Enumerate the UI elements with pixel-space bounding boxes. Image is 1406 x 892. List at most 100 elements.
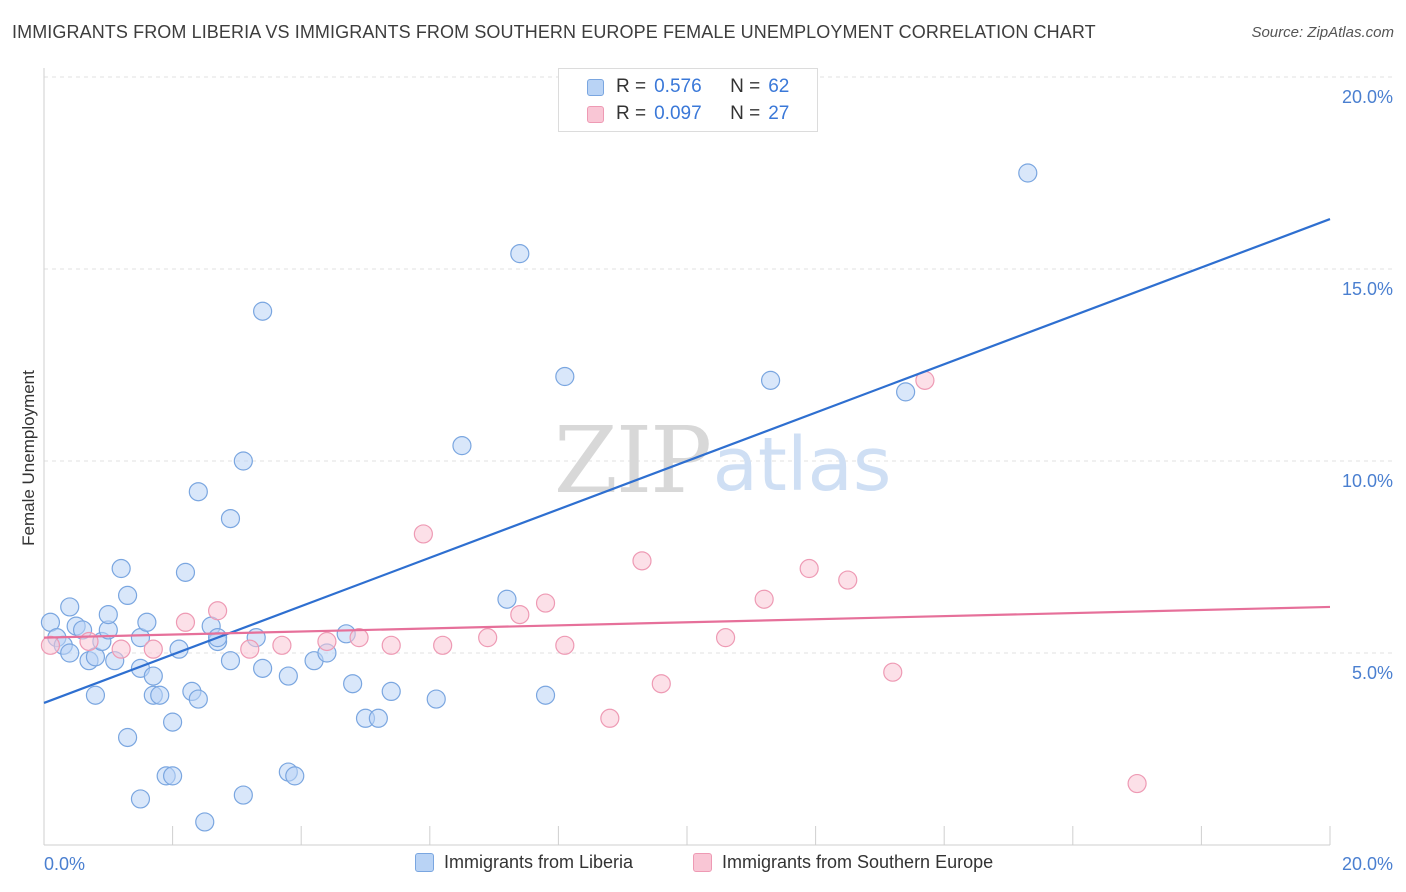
liberia-point <box>452 436 472 456</box>
legend-r-value: 0.576 <box>654 76 702 97</box>
y-axis-label: Female Unemployment <box>19 370 38 546</box>
southern-europe-point <box>272 635 292 655</box>
liberia-point <box>85 685 106 705</box>
liberia-point <box>163 712 183 732</box>
liberia-legend-icon <box>415 853 434 872</box>
source-label: Source: ZipAtlas.com <box>1251 24 1394 41</box>
liberia-point <box>220 508 241 529</box>
southern-europe-point <box>555 635 575 655</box>
legend-r-value: 0.097 <box>654 103 702 124</box>
liberia-point <box>117 727 138 748</box>
southern-europe-point <box>838 570 858 590</box>
liberia-point <box>233 785 253 805</box>
southern-europe-legend-icon <box>693 853 712 872</box>
y-tick-label: 20.0% <box>1342 87 1393 107</box>
x-tick-label: 20.0% <box>1342 854 1393 874</box>
southern-europe-point <box>632 551 652 571</box>
legend-row-liberia: R = 0.576 N = 62 <box>587 74 789 100</box>
liberia-point <box>137 612 157 632</box>
liberia-point <box>143 666 163 686</box>
liberia-point <box>233 451 253 471</box>
southern-europe-point <box>240 639 260 659</box>
liberia-point <box>220 651 241 671</box>
southern-europe-point <box>799 558 819 579</box>
liberia-point <box>278 666 298 686</box>
southern-europe-point <box>349 628 369 648</box>
liberia-point <box>760 370 781 390</box>
southern-europe-point <box>1127 773 1147 794</box>
liberia-point <box>188 482 208 502</box>
liberia-point <box>188 689 208 709</box>
legend-n-value: 27 <box>768 103 790 124</box>
liberia-point <box>98 604 118 625</box>
trend-lines <box>43 218 1331 704</box>
southern-europe-point <box>651 674 671 694</box>
legend-n-label: N = <box>730 76 761 97</box>
liberia-point <box>510 244 530 264</box>
legend-item-liberia[interactable]: Immigrants from Liberia <box>415 852 633 873</box>
liberia-point <box>117 585 138 606</box>
liberia-point <box>253 658 273 678</box>
grid <box>44 76 1394 654</box>
liberia-point <box>497 589 517 609</box>
legend-r-label: R = <box>616 76 647 97</box>
watermark-atlas: atlas <box>713 422 892 508</box>
liberia-point <box>60 643 80 663</box>
liberia-point <box>535 685 556 705</box>
southern-europe-point <box>478 628 498 648</box>
y-tick-label: 5.0% <box>1352 663 1393 683</box>
southern-europe-point <box>79 631 99 652</box>
liberia-swatch-icon <box>587 78 604 96</box>
liberia-point <box>150 685 170 705</box>
liberia-point <box>60 597 80 617</box>
legend-row-southern-europe: R = 0.097 N = 27 <box>587 101 789 127</box>
legend-r-label: R = <box>616 103 647 124</box>
southern-europe-point <box>535 593 556 613</box>
liberia-point <box>253 301 273 321</box>
liberia-point <box>195 812 215 832</box>
southern-europe-point <box>40 635 61 655</box>
southern-europe-point <box>715 628 736 648</box>
x-tick-label: 0.0% <box>44 854 85 874</box>
series-legend: Immigrants from Liberia Immigrants from … <box>0 852 1406 878</box>
legend-item-southern-europe[interactable]: Immigrants from Southern Europe <box>693 852 993 873</box>
southern-europe-swatch-icon <box>587 105 604 123</box>
liberia-point <box>285 766 305 786</box>
southern-europe-point <box>510 604 530 625</box>
liberia-point <box>1018 163 1038 183</box>
southern-europe-trend-line <box>43 605 1331 639</box>
watermark: ZIP atlas <box>554 407 892 514</box>
liberia-point <box>343 674 363 694</box>
axes: 5.0% 10.0% 15.0% 20.0% 0.0% 20.0% <box>43 68 1393 874</box>
southern-europe-point <box>883 662 903 682</box>
liberia-point <box>368 708 388 728</box>
southern-europe-point <box>413 524 433 544</box>
liberia-point <box>111 558 131 579</box>
liberia-point <box>896 382 916 402</box>
southern-europe-point <box>381 635 401 655</box>
southern-europe-point <box>111 639 131 659</box>
legend-n-value: 62 <box>768 76 790 97</box>
y-tick-label: 15.0% <box>1342 279 1393 299</box>
liberia-point <box>426 689 446 709</box>
chart-title: IMMIGRANTS FROM LIBERIA VS IMMIGRANTS FR… <box>12 22 1096 42</box>
legend-label-southern-europe: Immigrants from Southern Europe <box>722 852 994 872</box>
southern-europe-point <box>754 589 774 609</box>
liberia-point <box>130 789 151 809</box>
liberia-trend-line <box>43 218 1331 704</box>
legend-n-label: N = <box>730 103 761 124</box>
liberia-point <box>381 681 401 702</box>
y-tick-label: 10.0% <box>1342 471 1393 491</box>
southern-europe-point <box>143 639 163 659</box>
southern-europe-point <box>208 601 228 621</box>
liberia-point <box>175 562 196 582</box>
southern-europe-point <box>317 631 337 652</box>
legend-label-liberia: Immigrants from Liberia <box>444 852 634 872</box>
southern-europe-point <box>433 635 453 655</box>
southern-europe-point <box>175 612 196 632</box>
liberia-point <box>555 366 575 387</box>
correlation-legend: R = 0.576 N = 62 R = 0.097 N = 27 <box>558 68 818 132</box>
liberia-point <box>163 766 183 786</box>
southern-europe-point <box>600 708 620 728</box>
